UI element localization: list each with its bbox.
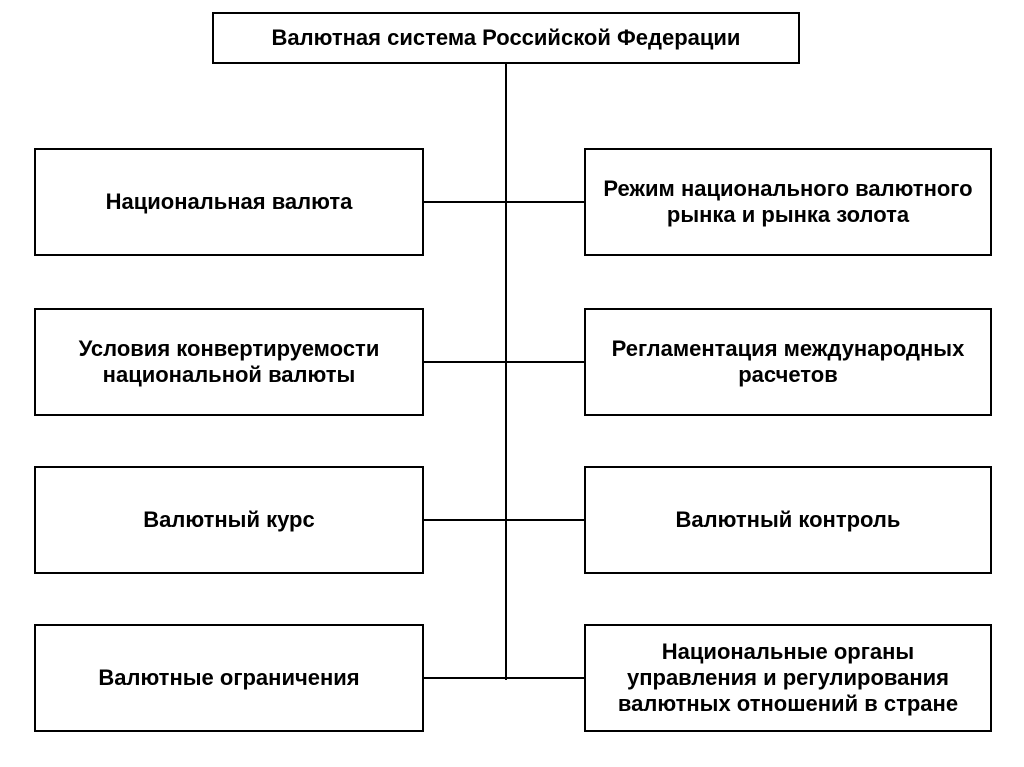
node-label: Валютные ограничения bbox=[98, 665, 359, 691]
right-node-0: Режим национального валютного рынка и ры… bbox=[584, 148, 992, 256]
connector-trunk bbox=[505, 64, 507, 680]
root-node: Валютная система Российской Федерации bbox=[212, 12, 800, 64]
left-node-0: Национальная валюта bbox=[34, 148, 424, 256]
left-node-3: Валютные ограничения bbox=[34, 624, 424, 732]
node-label: Национальная валюта bbox=[106, 189, 353, 215]
node-label: Валютный контроль bbox=[676, 507, 901, 533]
connector-row-1 bbox=[424, 361, 584, 363]
node-label: Режим национального валютного рынка и ры… bbox=[598, 176, 978, 228]
right-node-2: Валютный контроль bbox=[584, 466, 992, 574]
right-node-3: Национальные органы управления и регулир… bbox=[584, 624, 992, 732]
left-node-2: Валютный курс bbox=[34, 466, 424, 574]
node-label: Условия конвертируемости национальной ва… bbox=[48, 336, 410, 388]
node-label: Регламентация международных расчетов bbox=[598, 336, 978, 388]
node-label: Валютный курс bbox=[143, 507, 314, 533]
connector-row-0 bbox=[424, 201, 584, 203]
connector-row-3 bbox=[424, 677, 584, 679]
right-node-1: Регламентация международных расчетов bbox=[584, 308, 992, 416]
node-label: Национальные органы управления и регулир… bbox=[598, 639, 978, 717]
left-node-1: Условия конвертируемости национальной ва… bbox=[34, 308, 424, 416]
root-label: Валютная система Российской Федерации bbox=[272, 25, 741, 51]
connector-row-2 bbox=[424, 519, 584, 521]
